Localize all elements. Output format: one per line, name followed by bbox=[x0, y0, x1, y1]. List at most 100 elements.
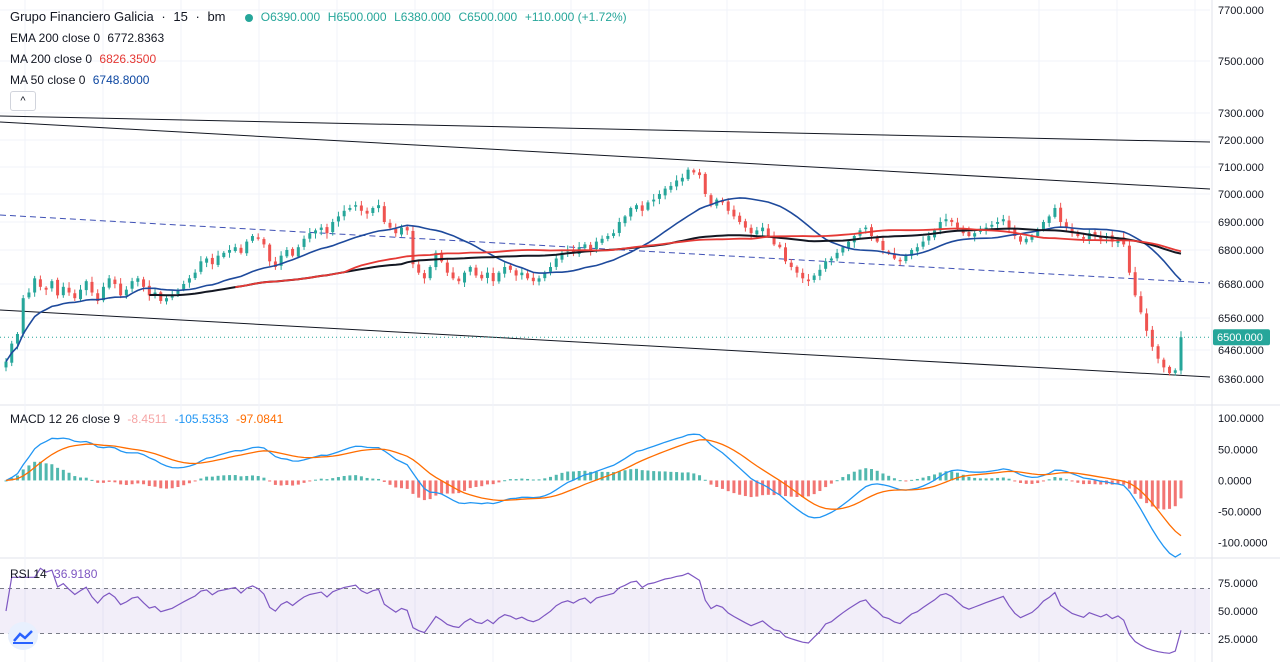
candle-body bbox=[440, 252, 444, 262]
macd-histogram-bar bbox=[1019, 480, 1023, 483]
candle-body bbox=[451, 272, 455, 279]
macd-histogram-bar bbox=[422, 480, 426, 501]
ma50-legend[interactable]: MA 50 close 0 6748.8000 bbox=[10, 73, 153, 87]
ma50-line bbox=[5, 197, 1182, 363]
candle-body bbox=[973, 233, 977, 237]
chevron-up-icon: ^ bbox=[20, 95, 26, 107]
macd-histogram-bar bbox=[250, 475, 254, 481]
candle-body bbox=[589, 244, 593, 250]
macd-histogram-bar bbox=[314, 479, 318, 481]
macd-histogram-bar bbox=[646, 470, 650, 481]
macd-tick-label: 100.0000 bbox=[1218, 413, 1264, 425]
macd-histogram-bar bbox=[749, 480, 753, 498]
ema200-legend[interactable]: EMA 200 close 0 6772.8363 bbox=[10, 31, 168, 45]
macd-histogram-bar bbox=[354, 475, 358, 481]
candle-body bbox=[938, 222, 942, 231]
macd-histogram-bar bbox=[571, 471, 575, 481]
macd-histogram-bar bbox=[377, 478, 381, 481]
candle-body bbox=[256, 237, 260, 239]
candle-body bbox=[514, 270, 518, 276]
candle-body bbox=[738, 215, 742, 222]
macd-histogram-bar bbox=[1150, 480, 1154, 507]
ema200-label: EMA 200 close 0 bbox=[10, 31, 101, 45]
macd-histogram-bar bbox=[371, 478, 375, 481]
ma200-legend[interactable]: MA 200 close 0 6826.3500 bbox=[10, 52, 160, 66]
candle-body bbox=[784, 247, 788, 262]
price-tick-label: 6680.000 bbox=[1218, 279, 1264, 291]
candle-body bbox=[617, 222, 621, 233]
macd-histogram-bar bbox=[113, 480, 117, 483]
candle-body bbox=[136, 278, 140, 282]
open-value: O6390.000 bbox=[260, 10, 321, 24]
macd-histogram-bar bbox=[164, 480, 168, 489]
candle-body bbox=[887, 251, 891, 253]
candle-body bbox=[474, 267, 478, 276]
macd-histogram-bar bbox=[554, 474, 558, 481]
candle-body bbox=[101, 286, 105, 301]
price-tick-label: 7300.000 bbox=[1218, 108, 1264, 120]
macd-histogram-bar bbox=[904, 480, 908, 482]
interval-label[interactable]: 15 bbox=[173, 9, 188, 24]
candle-body bbox=[732, 209, 736, 217]
candle-body bbox=[468, 267, 472, 272]
ma50-label: MA 50 close 0 bbox=[10, 73, 86, 87]
macd-histogram-bar bbox=[514, 479, 518, 481]
macd-histogram-bar bbox=[738, 480, 742, 495]
macd-legend[interactable]: MACD 12 26 close 9 -8.4511 -105.5353 -97… bbox=[10, 412, 287, 426]
macd-histogram-bar bbox=[27, 465, 31, 481]
macd-histogram-bar bbox=[824, 480, 828, 488]
candle-body bbox=[766, 228, 770, 236]
macd-histogram-bar bbox=[342, 475, 346, 481]
candle-body bbox=[892, 253, 896, 259]
macd-histogram-bar bbox=[480, 480, 484, 487]
macd-histogram-bar bbox=[560, 472, 564, 481]
candle-body bbox=[308, 233, 312, 239]
candle-body bbox=[698, 172, 702, 176]
tradingview-logo-icon[interactable] bbox=[8, 622, 38, 650]
rsi-legend[interactable]: RSI 14 36.9180 bbox=[10, 567, 101, 581]
macd-histogram-bar bbox=[692, 473, 696, 481]
macd-histogram-bar bbox=[319, 478, 323, 481]
macd-histogram-bar bbox=[795, 480, 799, 497]
rsi-line bbox=[5, 567, 1182, 654]
macd-histogram-bar bbox=[136, 480, 140, 484]
candle-body bbox=[319, 227, 323, 230]
macd-histogram-bar bbox=[262, 477, 266, 481]
candle-body bbox=[560, 252, 564, 260]
macd-histogram-bar bbox=[279, 480, 283, 486]
macd-histogram-bar bbox=[732, 480, 736, 494]
candle-body bbox=[164, 298, 168, 302]
macd-histogram-bar bbox=[331, 478, 335, 481]
candle-body bbox=[526, 273, 530, 279]
collapse-legend-button[interactable]: ^ bbox=[10, 91, 36, 111]
candle-body bbox=[755, 230, 759, 235]
macd-signal-value: -97.0841 bbox=[235, 412, 284, 426]
symbol-name[interactable]: Grupo Financiero Galicia bbox=[10, 9, 154, 24]
macd-histogram-bar bbox=[1076, 480, 1080, 483]
candle-body bbox=[205, 258, 209, 263]
candle-body bbox=[812, 275, 816, 280]
macd-histogram-bar bbox=[698, 475, 702, 481]
macd-histogram-bar bbox=[967, 476, 971, 481]
candle-body bbox=[789, 262, 793, 267]
status-dot-icon bbox=[245, 13, 254, 22]
candle-body bbox=[199, 261, 203, 272]
candle-body bbox=[1145, 313, 1149, 331]
candle-body bbox=[875, 237, 879, 242]
candle-body bbox=[835, 252, 839, 259]
macd-histogram-bar bbox=[21, 469, 25, 481]
macd-histogram-bar bbox=[4, 480, 8, 482]
candle-body bbox=[1070, 228, 1074, 234]
macd-histogram-bar bbox=[663, 471, 667, 481]
macd-histogram-bar bbox=[256, 476, 260, 481]
macd-histogram-bar bbox=[720, 480, 724, 489]
macd-histogram-bar bbox=[898, 480, 902, 482]
candle-body bbox=[921, 241, 925, 247]
candle-body bbox=[1030, 236, 1034, 240]
macd-histogram-bar bbox=[428, 480, 432, 500]
candle-body bbox=[910, 250, 914, 256]
price-tick-label: 6800.000 bbox=[1218, 245, 1264, 257]
macd-histogram-bar bbox=[61, 469, 65, 481]
